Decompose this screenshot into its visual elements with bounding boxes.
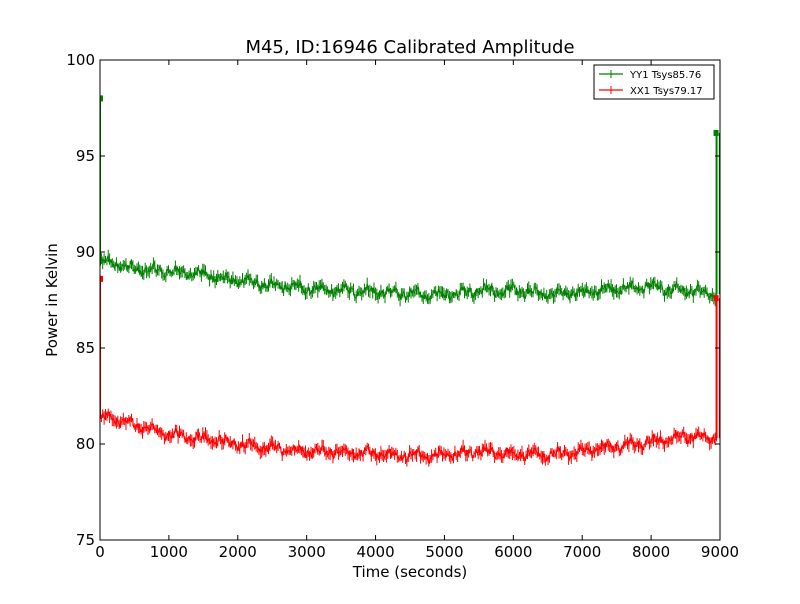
x-tick-label: 5000	[425, 543, 463, 561]
chart-title: M45, ID:16946 Calibrated Amplitude	[245, 37, 574, 58]
series-end-marker-1	[713, 295, 719, 302]
y-axis: 75 80 85 90 95 100	[66, 51, 720, 549]
x-tick-label: 1000	[150, 543, 188, 561]
x-tick-label: 3000	[288, 543, 326, 561]
y-tick-label: 95	[76, 147, 95, 165]
x-axis: 0 1000 2000 3000 4000 5000 6000 7000 8000 9000	[95, 60, 739, 561]
y-tick-label: 90	[76, 243, 95, 261]
y-tick-label: 80	[76, 435, 95, 453]
series-end-marker-0	[713, 129, 719, 136]
series-start-marker-0	[100, 95, 103, 102]
series-line-0	[100, 254, 718, 302]
plot-frame	[99, 59, 721, 541]
x-tick-label: 6000	[494, 543, 532, 561]
legend-label-yy1: YY1 Tsys85.76	[629, 70, 701, 81]
x-axis-label: Time (seconds)	[352, 563, 468, 581]
x-tick-label: 7000	[563, 543, 601, 561]
series-start-marker-1	[100, 275, 103, 282]
x-tick-label: 8000	[632, 543, 670, 561]
y-axis-label: Power in Kelvin	[43, 243, 61, 357]
legend-label-xx1: XX1 Tsys79.17	[630, 86, 703, 97]
legend: YY1 Tsys85.76 XX1 Tsys79.17	[593, 64, 715, 100]
series-layer	[100, 95, 720, 467]
series-line-1	[100, 411, 717, 465]
legend-entry-xx1: XX1 Tsys79.17	[599, 86, 703, 97]
legend-frame	[593, 64, 715, 100]
x-tick-label: 2000	[219, 543, 257, 561]
plot-area: 0 1000 2000 3000 4000 5000 6000 7000 8000 9000 75…	[66, 51, 739, 561]
y-tick-label: 85	[76, 339, 95, 357]
y-tick-label: 100	[66, 51, 95, 69]
x-tick-label: 9000	[701, 543, 739, 561]
x-tick-label: 4000	[356, 543, 394, 561]
legend-entry-yy1: YY1 Tsys85.76	[599, 70, 701, 81]
x-tick-label: 0	[95, 543, 105, 561]
y-tick-label: 75	[76, 531, 95, 549]
